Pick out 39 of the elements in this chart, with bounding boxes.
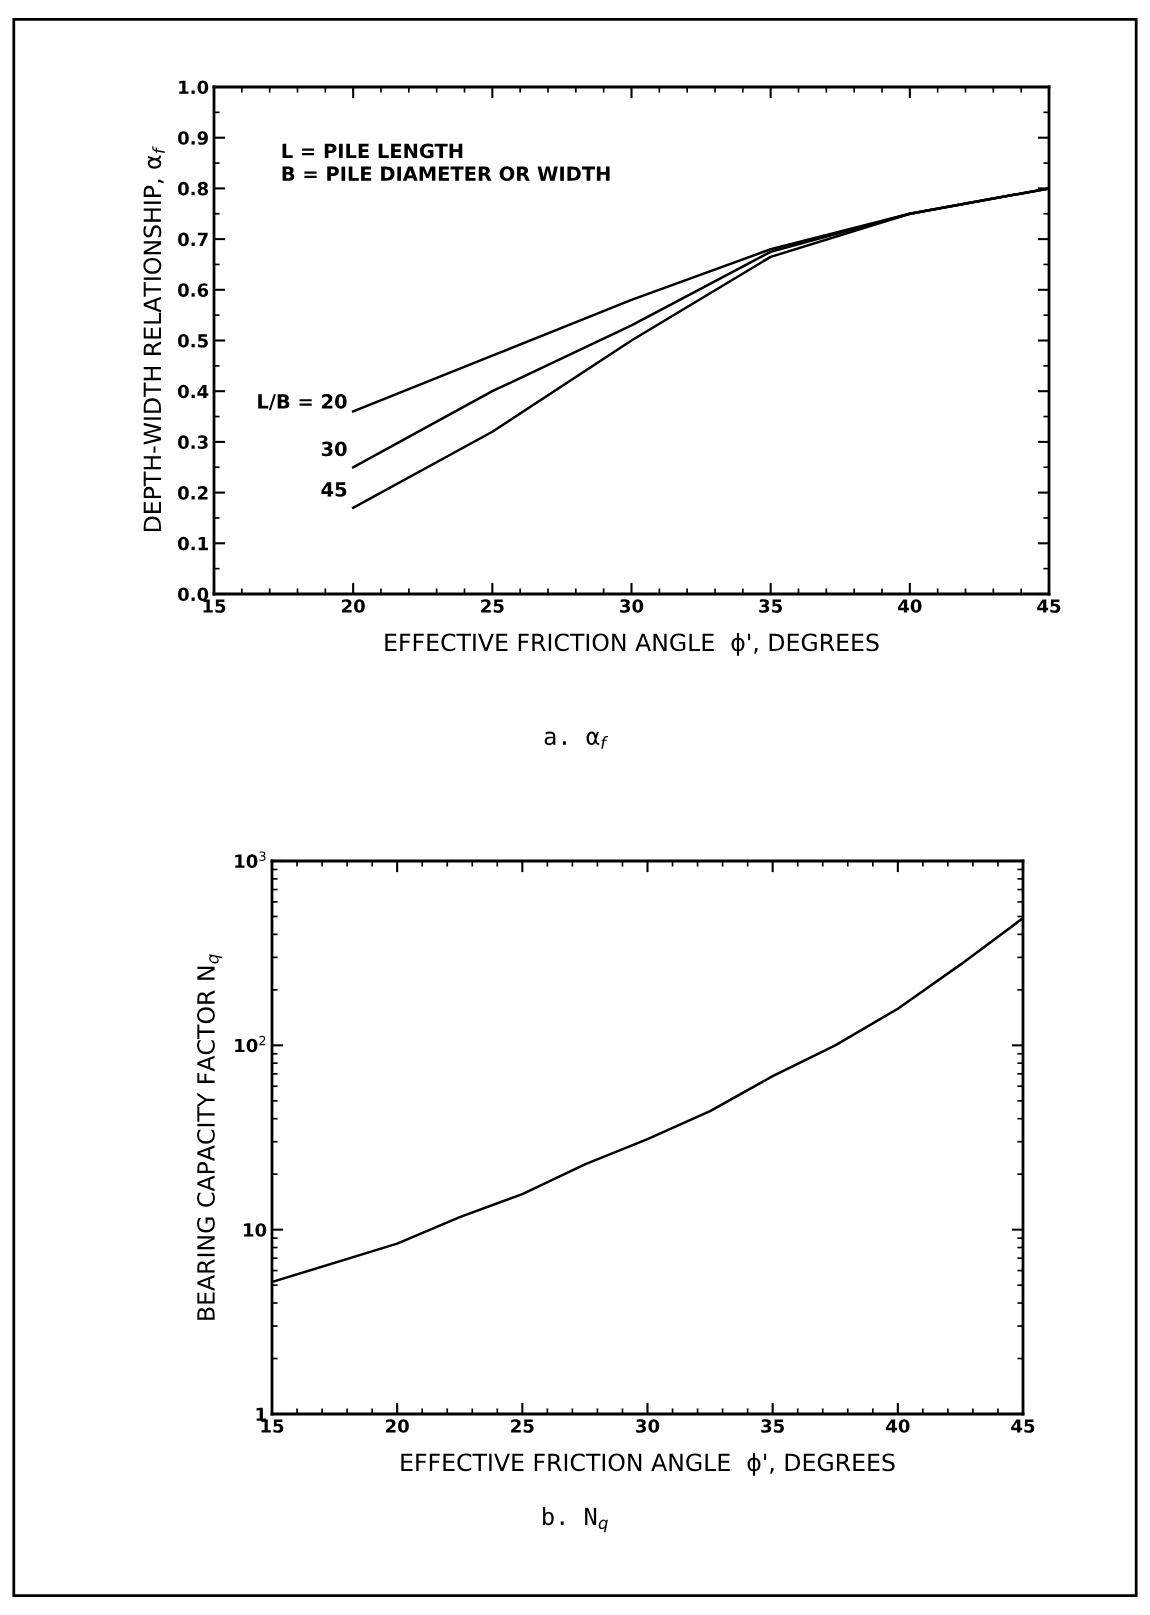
annotation: B = PILE DIAMETER OR WIDTH	[282, 166, 610, 182]
annotation: L/B = 20	[258, 394, 347, 411]
y-tick-label: 1.0	[179, 80, 209, 95]
x-tick-label: 45	[1037, 599, 1061, 613]
y-tick-label: 0.2	[178, 486, 208, 500]
x-tick-label: 15	[261, 1419, 284, 1433]
text: b. N$_{q}$	[543, 1507, 608, 1533]
y-tick-label: 0.6	[178, 283, 209, 297]
x-tick-label: 25	[511, 1419, 534, 1433]
annotation: 45	[321, 482, 347, 497]
y-tick-label: 0.7	[178, 232, 208, 247]
x-tick-label: 35	[759, 599, 782, 613]
y-tick-label: 0.1	[178, 536, 208, 551]
x-tick-label: 35	[761, 1419, 784, 1433]
annotation: 30	[321, 441, 347, 457]
annotation: L = PILE LENGTH	[282, 143, 463, 159]
x-axis-title: EFFECTIVE FRICTION ANGLE ϕ', DEGREES	[385, 633, 879, 656]
y-tick-label: 0.8	[178, 181, 209, 196]
x-tick-label: 20	[386, 1419, 409, 1433]
y-tick-label: 0.9	[178, 131, 208, 145]
y-axis-title: BEARING CAPACITY FACTOR N$_{q}$	[197, 954, 222, 1320]
x-tick-label: 30	[620, 599, 644, 613]
x-axis-title: EFFECTIVE FRICTION ANGLE ϕ', DEGREES	[401, 1453, 895, 1476]
y-tick-label: 0.4	[178, 384, 209, 399]
y-tick-label: 0.5	[178, 333, 208, 348]
y-tick-label: 10$^{2}$	[235, 1035, 266, 1053]
x-tick-label: 15	[203, 599, 226, 613]
x-tick-label: 25	[481, 599, 504, 613]
x-tick-label: 30	[636, 1419, 660, 1433]
x-tick-label: 40	[886, 1419, 910, 1433]
text: a. α$_{f}$	[544, 731, 609, 749]
x-tick-label: 40	[898, 599, 922, 613]
y-tick-label: 10$^{3}$	[235, 851, 266, 868]
x-tick-label: 20	[342, 599, 365, 613]
y-tick-label: 10	[244, 1223, 267, 1237]
y-axis-title: DEPTH-WIDTH RELATIONSHIP, α$_{f}$	[143, 146, 165, 532]
y-tick-label: 0.0	[178, 587, 209, 602]
x-tick-label: 45	[1011, 1419, 1035, 1433]
y-tick-label: 0.3	[178, 435, 208, 450]
